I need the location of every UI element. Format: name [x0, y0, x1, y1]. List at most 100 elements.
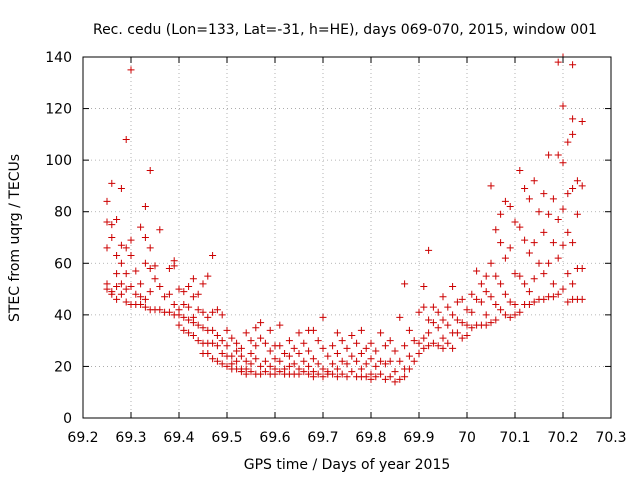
- data-point: [180, 301, 188, 309]
- data-point: [554, 290, 562, 298]
- data-point: [141, 295, 149, 303]
- data-point: [372, 347, 380, 355]
- data-point: [353, 339, 361, 347]
- data-point: [276, 368, 284, 376]
- data-point: [170, 301, 178, 309]
- data-point: [122, 244, 130, 252]
- data-point: [362, 360, 370, 368]
- data-point: [108, 221, 116, 229]
- data-point: [391, 368, 399, 376]
- data-point: [233, 357, 241, 365]
- data-point: [386, 373, 394, 381]
- data-point: [113, 295, 121, 303]
- data-point: [329, 360, 337, 368]
- data-point: [132, 267, 140, 275]
- data-point: [194, 321, 202, 329]
- data-point: [516, 166, 524, 174]
- data-point: [564, 138, 572, 146]
- data-point: [578, 182, 586, 190]
- x-tick-label: 69.8: [355, 430, 386, 446]
- data-point: [122, 136, 130, 144]
- data-point: [415, 339, 423, 347]
- data-point: [559, 205, 567, 213]
- data-point: [213, 342, 221, 350]
- data-point: [132, 290, 140, 298]
- data-point: [578, 295, 586, 303]
- data-point: [449, 311, 457, 319]
- data-point: [223, 326, 231, 334]
- data-point: [573, 210, 581, 218]
- data-point: [137, 223, 145, 231]
- data-point: [473, 295, 481, 303]
- data-point: [329, 370, 337, 378]
- y-tick-label: 40: [54, 308, 72, 324]
- data-point: [554, 215, 562, 223]
- data-point: [338, 357, 346, 365]
- data-point: [511, 270, 519, 278]
- data-point: [434, 324, 442, 332]
- data-point: [103, 197, 111, 205]
- data-point: [367, 355, 375, 363]
- data-point: [218, 311, 226, 319]
- data-point: [189, 319, 197, 327]
- data-point: [295, 370, 303, 378]
- data-point: [540, 270, 548, 278]
- data-point: [266, 326, 274, 334]
- data-point: [309, 355, 317, 363]
- data-point: [439, 293, 447, 301]
- data-point: [300, 368, 308, 376]
- data-point: [117, 185, 125, 193]
- data-point: [516, 308, 524, 316]
- data-point: [501, 290, 509, 298]
- data-point: [156, 306, 164, 314]
- data-point: [473, 267, 481, 275]
- x-tick-label: 69.2: [67, 430, 98, 446]
- data-point: [569, 239, 577, 247]
- data-point: [381, 360, 389, 368]
- data-point: [314, 360, 322, 368]
- data-point: [405, 326, 413, 334]
- data-point: [405, 352, 413, 360]
- data-point: [103, 285, 111, 293]
- data-point: [343, 360, 351, 368]
- data-point: [497, 210, 505, 218]
- data-point: [420, 282, 428, 290]
- data-point: [117, 280, 125, 288]
- data-point: [156, 282, 164, 290]
- data-point: [305, 347, 313, 355]
- data-point: [199, 308, 207, 316]
- data-point: [458, 334, 466, 342]
- x-tick-label: 69.5: [211, 430, 242, 446]
- data-point: [175, 321, 183, 329]
- data-point: [185, 282, 193, 290]
- data-point: [487, 319, 495, 327]
- data-point: [175, 311, 183, 319]
- data-point: [554, 254, 562, 262]
- data-point: [156, 226, 164, 234]
- data-point: [453, 316, 461, 324]
- data-point: [357, 326, 365, 334]
- data-point: [554, 151, 562, 159]
- data-point: [333, 329, 341, 337]
- data-point: [396, 313, 404, 321]
- y-tick-label: 0: [63, 411, 72, 427]
- data-point: [372, 373, 380, 381]
- data-point: [233, 347, 241, 355]
- data-point: [564, 270, 572, 278]
- data-point: [482, 288, 490, 296]
- data-point: [564, 190, 572, 198]
- data-point: [333, 350, 341, 358]
- data-point: [386, 337, 394, 345]
- data-point: [141, 259, 149, 267]
- data-point: [113, 252, 121, 260]
- data-point: [415, 308, 423, 316]
- data-point: [338, 337, 346, 345]
- x-tick-label: 69.6: [259, 430, 290, 446]
- data-point: [228, 352, 236, 360]
- data-point: [482, 272, 490, 280]
- data-point: [189, 331, 197, 339]
- x-tick-label: 70.3: [595, 430, 626, 446]
- x-axis-label: GPS time / Days of year 2015: [244, 457, 451, 473]
- data-point: [242, 370, 250, 378]
